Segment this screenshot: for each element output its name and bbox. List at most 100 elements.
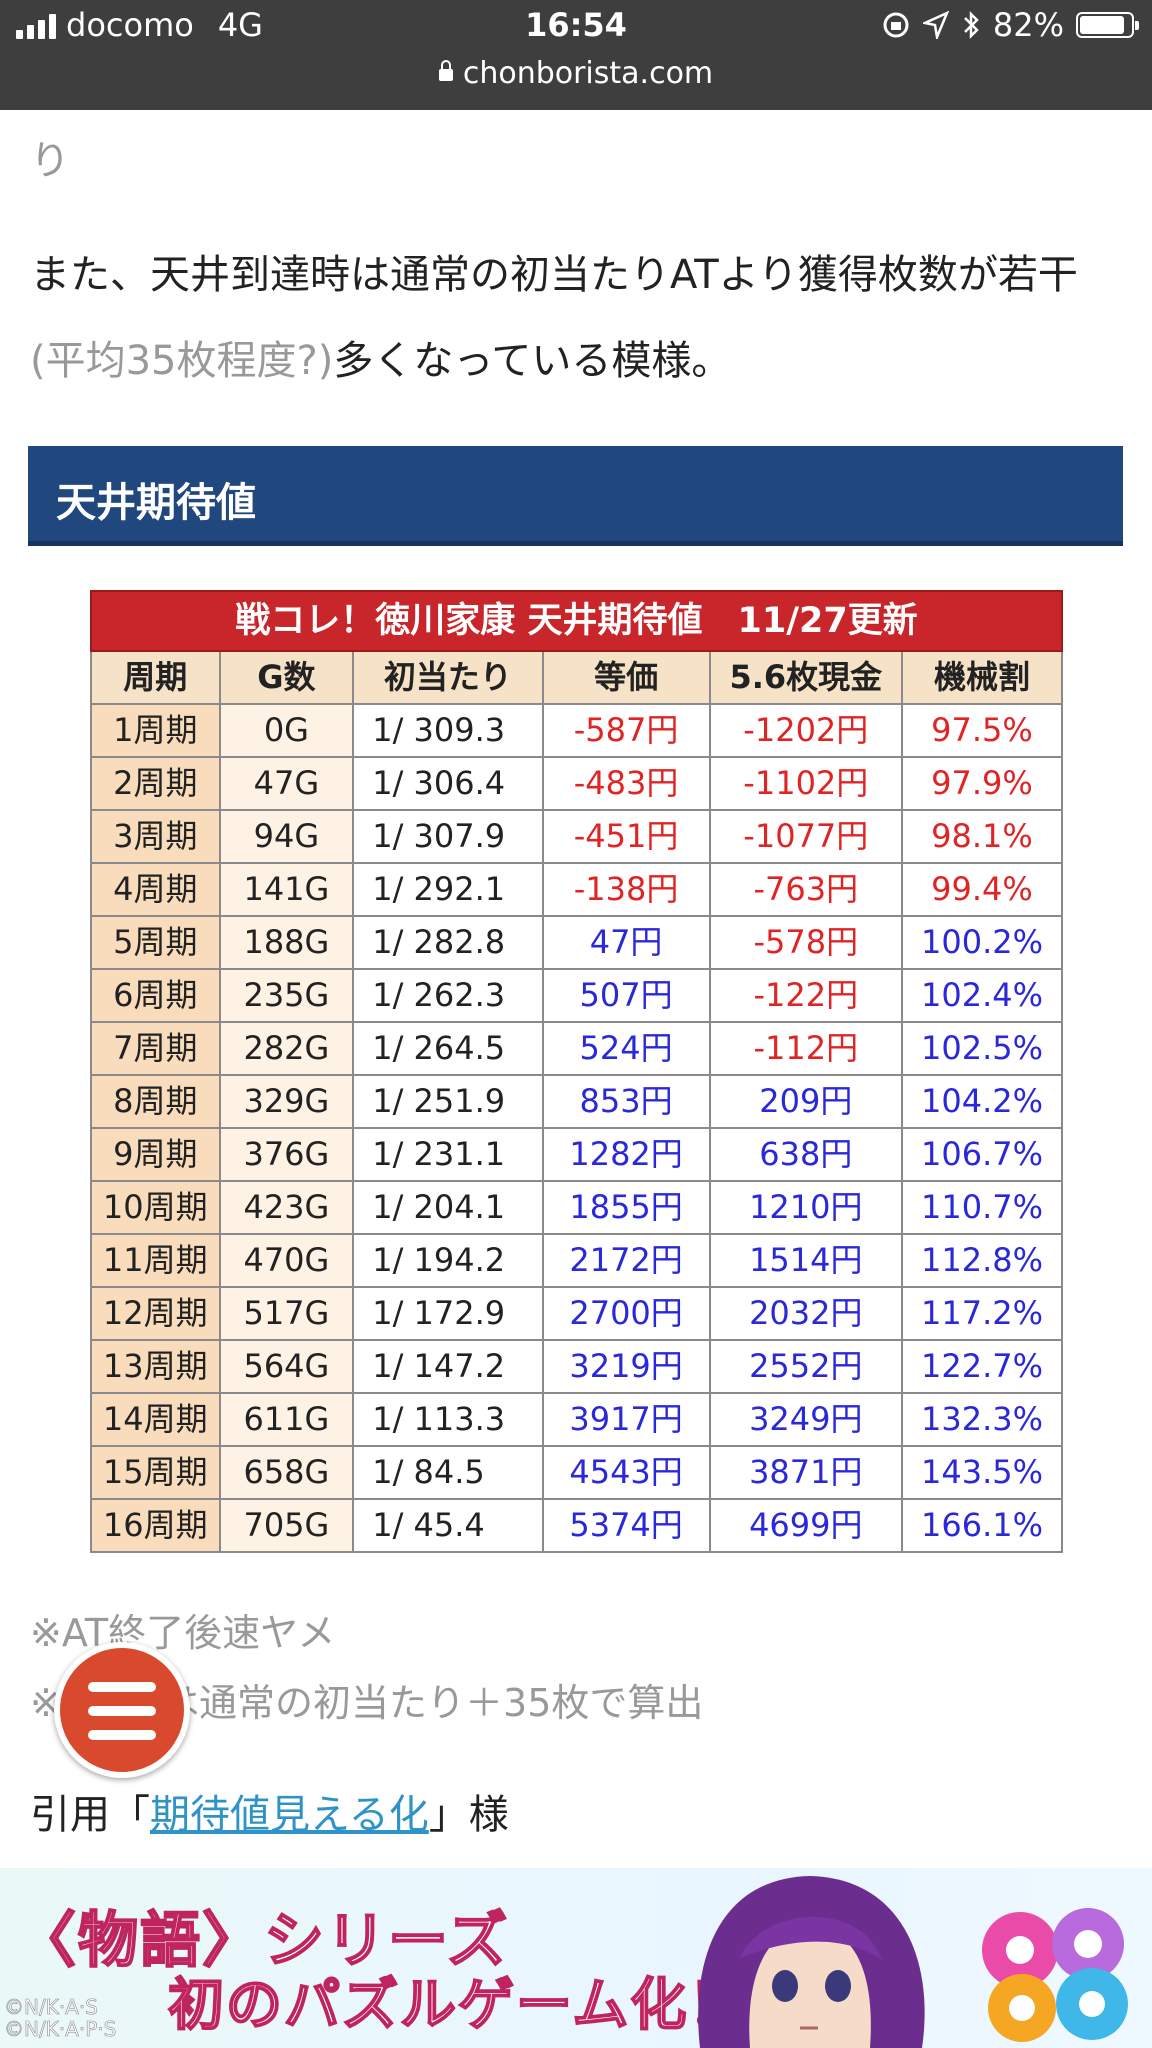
- header-cycle: 周期: [90, 650, 221, 705]
- cell-games: 517G: [218, 1286, 355, 1341]
- cell-first-hit: 1/ 262.3: [352, 968, 544, 1023]
- table-header-row: 周期 G数 初当たり 等価 5.6枚現金 機械割: [90, 650, 1064, 705]
- cell-games: 611G: [218, 1392, 355, 1447]
- table-body: 1周期 0G 1/ 309.3 -587円 -1202円 97.5% 2周期 47G 1/ 30…: [90, 703, 1064, 1553]
- cell-payout: 117.2%: [900, 1286, 1064, 1341]
- cell-cycle: 13周期: [90, 1339, 221, 1394]
- hamburger-menu-icon-bar2: [88, 1706, 156, 1716]
- cell-cycle: 6周期: [90, 968, 221, 1023]
- cell-payout: 122.7%: [900, 1339, 1064, 1394]
- cell-equal-rate: 853円: [541, 1074, 711, 1129]
- table-row: 4周期 141G 1/ 292.1 -138円 -763円 99.4%: [90, 862, 1064, 917]
- network-label: 4G: [217, 6, 263, 44]
- cell-equal-rate: -483円: [541, 756, 711, 811]
- table-row: 11周期 470G 1/ 194.2 2172円 1514円 112.8%: [90, 1233, 1064, 1288]
- cell-games: 235G: [218, 968, 355, 1023]
- cell-cash-rate: 3871円: [708, 1445, 903, 1500]
- cell-cycle: 1周期: [90, 703, 221, 758]
- article-paragraph: また、天井到達時は通常の初当たりATより獲得枚数が若干 (平均35枚程度?)多くな…: [30, 232, 1130, 404]
- cell-games: 47G: [218, 756, 355, 811]
- cell-payout: 97.9%: [900, 756, 1064, 811]
- cell-equal-rate: -138円: [541, 862, 711, 917]
- cell-first-hit: 1/ 204.1: [352, 1180, 544, 1235]
- table-caption: 戦コレ！徳川家康 天井期待値 11/27更新: [90, 590, 1063, 652]
- cell-games: 329G: [218, 1074, 355, 1129]
- cell-payout: 98.1%: [900, 809, 1064, 864]
- cell-equal-rate: 3219円: [541, 1339, 711, 1394]
- cell-first-hit: 1/ 306.4: [352, 756, 544, 811]
- section-heading-text: 天井期待値: [56, 480, 256, 526]
- cell-games: 470G: [218, 1233, 355, 1288]
- header-games: G数: [218, 650, 355, 705]
- cell-games: 564G: [218, 1339, 355, 1394]
- clock: 16:54: [525, 6, 627, 44]
- cell-cash-rate: -1077円: [708, 809, 903, 864]
- text-fragment: り: [30, 138, 70, 184]
- url-text: chonborista.com: [462, 56, 714, 91]
- address-bar[interactable]: chonborista.com: [0, 56, 1152, 91]
- cell-games: 376G: [218, 1127, 355, 1182]
- ceiling-expectation-table: 戦コレ！徳川家康 天井期待値 11/27更新 周期 G数 初当たり 等価 5.6…: [90, 590, 1064, 1553]
- banner-copyright: ©N/K·A·S ©N/K·A·P·S: [4, 1996, 117, 2041]
- table-row: 13周期 564G 1/ 147.2 3219円 2552円 122.7%: [90, 1339, 1064, 1394]
- banner-title: 〈物語〉シリーズ: [15, 1905, 509, 1977]
- cell-cycle: 4周期: [90, 862, 221, 917]
- cell-equal-rate: -451円: [541, 809, 711, 864]
- table-row: 14周期 611G 1/ 113.3 3917円 3249円 132.3%: [90, 1392, 1064, 1447]
- status-left: docomo 4G: [16, 6, 263, 44]
- cell-first-hit: 1/ 309.3: [352, 703, 544, 758]
- table-row: 5周期 188G 1/ 282.8 47円 -578円 100.2%: [90, 915, 1064, 970]
- cell-cycle: 8周期: [90, 1074, 221, 1129]
- cell-payout: 112.8%: [900, 1233, 1064, 1288]
- citation-link[interactable]: 期待値見える化: [150, 1792, 429, 1838]
- cell-games: 282G: [218, 1021, 355, 1076]
- battery-percent: 82%: [992, 6, 1064, 44]
- hamburger-menu-button[interactable]: [54, 1642, 190, 1778]
- cell-cash-rate: -1102円: [708, 756, 903, 811]
- table-row: 2周期 47G 1/ 306.4 -483円 -1102円 97.9%: [90, 756, 1064, 811]
- cell-cycle: 2周期: [90, 756, 221, 811]
- banner-subtitle: 初のパズルゲーム化！: [167, 1972, 747, 2039]
- hamburger-menu-icon: [88, 1682, 156, 1692]
- cell-cash-rate: 4699円: [708, 1498, 903, 1553]
- paragraph-text-end: 多くなっている模様。: [333, 338, 732, 384]
- cell-payout: 100.2%: [900, 915, 1064, 970]
- cell-cycle: 7周期: [90, 1021, 221, 1076]
- cell-cycle: 11周期: [90, 1233, 221, 1288]
- ios-status-bar: docomo 4G 16:54 82% chonborista.com: [0, 0, 1152, 110]
- cell-cycle: 12周期: [90, 1286, 221, 1341]
- header-payout: 機械割: [900, 650, 1064, 705]
- signal-icon: [16, 11, 56, 39]
- header-equal-rate: 等価: [541, 650, 711, 705]
- ad-banner[interactable]: 〈物語〉シリーズ 初のパズルゲーム化！ ©N/K·A·S ©N/K·A·P·S: [0, 1868, 1152, 2048]
- section-heading: 天井期待値: [28, 446, 1123, 546]
- cell-cycle: 9周期: [90, 1127, 221, 1182]
- table-row: 7周期 282G 1/ 264.5 524円 -112円 102.5%: [90, 1021, 1064, 1076]
- cell-first-hit: 1/ 307.9: [352, 809, 544, 864]
- citation: 引用「期待値見える化」様: [30, 1782, 509, 1840]
- table-row: 1周期 0G 1/ 309.3 -587円 -1202円 97.5%: [90, 703, 1064, 758]
- table-row: 6周期 235G 1/ 262.3 507円 -122円 102.4%: [90, 968, 1064, 1023]
- cell-cash-rate: -112円: [708, 1021, 903, 1076]
- copyright-line-2: ©N/K·A·P·S: [4, 2017, 117, 2041]
- cell-cash-rate: 209円: [708, 1074, 903, 1129]
- cell-payout: 102.5%: [900, 1021, 1064, 1076]
- cell-cash-rate: 638円: [708, 1127, 903, 1182]
- cell-games: 658G: [218, 1445, 355, 1500]
- cell-games: 705G: [218, 1498, 355, 1553]
- cell-cash-rate: 1514円: [708, 1233, 903, 1288]
- cell-equal-rate: 524円: [541, 1021, 711, 1076]
- cell-cash-rate: 1210円: [708, 1180, 903, 1235]
- cell-payout: 102.4%: [900, 968, 1064, 1023]
- cell-equal-rate: 1282円: [541, 1127, 711, 1182]
- cell-games: 0G: [218, 703, 355, 758]
- table-row: 9周期 376G 1/ 231.1 1282円 638円 106.7%: [90, 1127, 1064, 1182]
- cell-equal-rate: 2700円: [541, 1286, 711, 1341]
- header-first-hit: 初当たり: [352, 650, 544, 705]
- cell-first-hit: 1/ 282.8: [352, 915, 544, 970]
- cell-payout: 166.1%: [900, 1498, 1064, 1553]
- cell-cash-rate: -1202円: [708, 703, 903, 758]
- cell-cash-rate: -122円: [708, 968, 903, 1023]
- status-right: 82%: [881, 6, 1139, 44]
- cell-equal-rate: 4543円: [541, 1445, 711, 1500]
